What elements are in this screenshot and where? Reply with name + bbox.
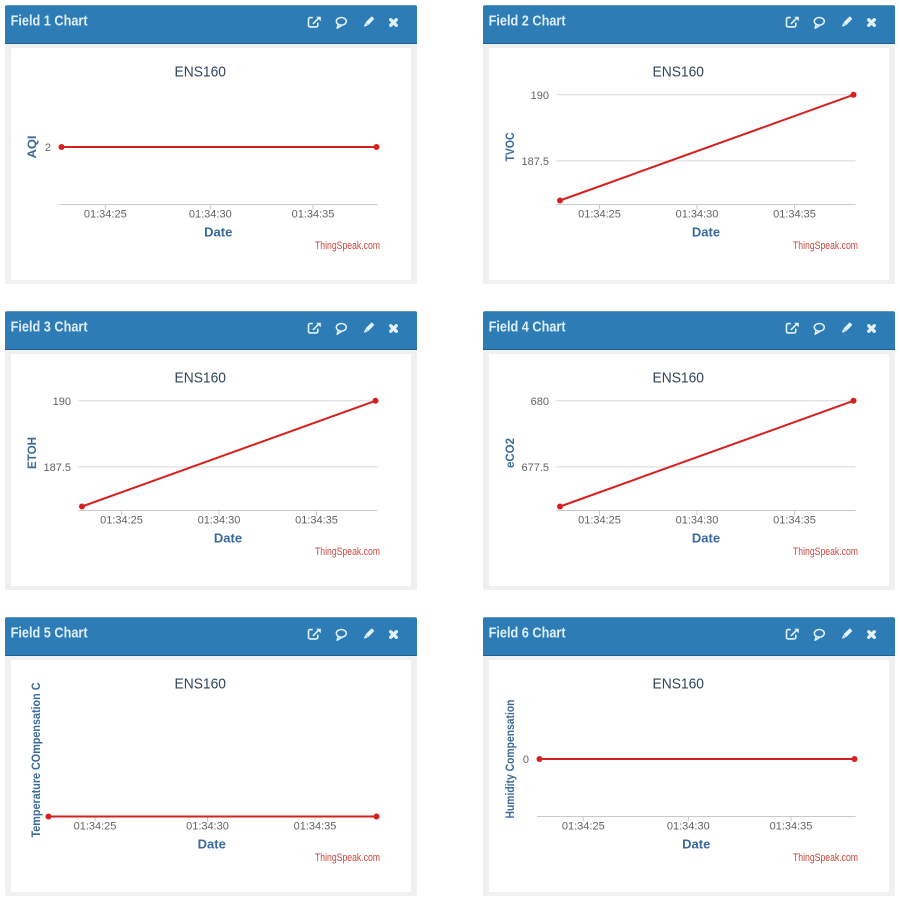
svg-text:Date: Date — [198, 836, 226, 851]
svg-text:Field 6 Chart: Field 6 Chart — [489, 625, 566, 642]
svg-text:TVOC: TVOC — [503, 132, 517, 161]
svg-text:Field 3 Chart: Field 3 Chart — [11, 319, 88, 336]
svg-text:Date: Date — [682, 836, 710, 851]
svg-text:ThingSpeak.com: ThingSpeak.com — [315, 240, 380, 252]
svg-text:01:34:30: 01:34:30 — [676, 515, 719, 527]
svg-text:2: 2 — [45, 142, 51, 154]
svg-text:ThingSpeak.com: ThingSpeak.com — [793, 852, 858, 864]
svg-text:677.5: 677.5 — [521, 462, 549, 474]
svg-text:01:34:35: 01:34:35 — [770, 821, 813, 833]
svg-text:Field 4 Chart: Field 4 Chart — [489, 319, 566, 336]
svg-text:01:34:25: 01:34:25 — [84, 209, 127, 221]
svg-text:Field 1 Chart: Field 1 Chart — [11, 13, 88, 30]
svg-text:01:34:30: 01:34:30 — [186, 821, 229, 833]
svg-text:01:34:25: 01:34:25 — [100, 515, 143, 527]
svg-text:Date: Date — [692, 224, 720, 239]
svg-text:ENS160: ENS160 — [653, 370, 705, 387]
svg-text:ThingSpeak.com: ThingSpeak.com — [793, 546, 858, 558]
svg-text:Date: Date — [214, 530, 242, 545]
svg-text:190: 190 — [531, 90, 549, 102]
svg-text:ThingSpeak.com: ThingSpeak.com — [793, 240, 858, 252]
svg-text:Field 5 Chart: Field 5 Chart — [11, 625, 88, 642]
svg-text:Field 2 Chart: Field 2 Chart — [489, 13, 566, 30]
svg-text:01:34:25: 01:34:25 — [578, 209, 621, 221]
svg-text:Date: Date — [204, 224, 232, 239]
svg-text:01:34:35: 01:34:35 — [295, 515, 338, 527]
svg-text:187.5: 187.5 — [521, 156, 549, 168]
svg-text:ThingSpeak.com: ThingSpeak.com — [315, 852, 380, 864]
svg-text:ENS160: ENS160 — [653, 676, 705, 693]
svg-text:Humidity Compensation: Humidity Compensation — [503, 700, 517, 819]
svg-text:01:34:25: 01:34:25 — [74, 821, 117, 833]
svg-text:ENS160: ENS160 — [175, 370, 227, 387]
svg-text:ETOH: ETOH — [25, 437, 39, 469]
svg-text:ENS160: ENS160 — [175, 64, 227, 81]
svg-text:ThingSpeak.com: ThingSpeak.com — [315, 546, 380, 558]
svg-text:187.5: 187.5 — [43, 462, 71, 474]
svg-text:01:34:30: 01:34:30 — [667, 821, 710, 833]
svg-text:01:34:30: 01:34:30 — [198, 515, 241, 527]
svg-text:01:34:25: 01:34:25 — [562, 821, 605, 833]
svg-text:680: 680 — [531, 396, 549, 408]
svg-text:0: 0 — [523, 754, 529, 766]
svg-text:ENS160: ENS160 — [653, 64, 705, 81]
svg-text:01:34:30: 01:34:30 — [189, 209, 232, 221]
svg-text:ENS160: ENS160 — [175, 676, 227, 693]
svg-text:01:34:35: 01:34:35 — [292, 209, 335, 221]
svg-text:AQI: AQI — [25, 136, 39, 159]
svg-text:190: 190 — [53, 396, 71, 408]
svg-text:01:34:35: 01:34:35 — [773, 209, 816, 221]
svg-text:01:34:35: 01:34:35 — [294, 821, 337, 833]
svg-text:01:34:30: 01:34:30 — [676, 209, 719, 221]
svg-text:01:34:25: 01:34:25 — [578, 515, 621, 527]
svg-text:Date: Date — [692, 530, 720, 545]
svg-text:01:34:35: 01:34:35 — [773, 515, 816, 527]
svg-text:eCO2: eCO2 — [503, 438, 517, 468]
svg-text:Temperature COmpensation C: Temperature COmpensation C — [29, 682, 43, 837]
